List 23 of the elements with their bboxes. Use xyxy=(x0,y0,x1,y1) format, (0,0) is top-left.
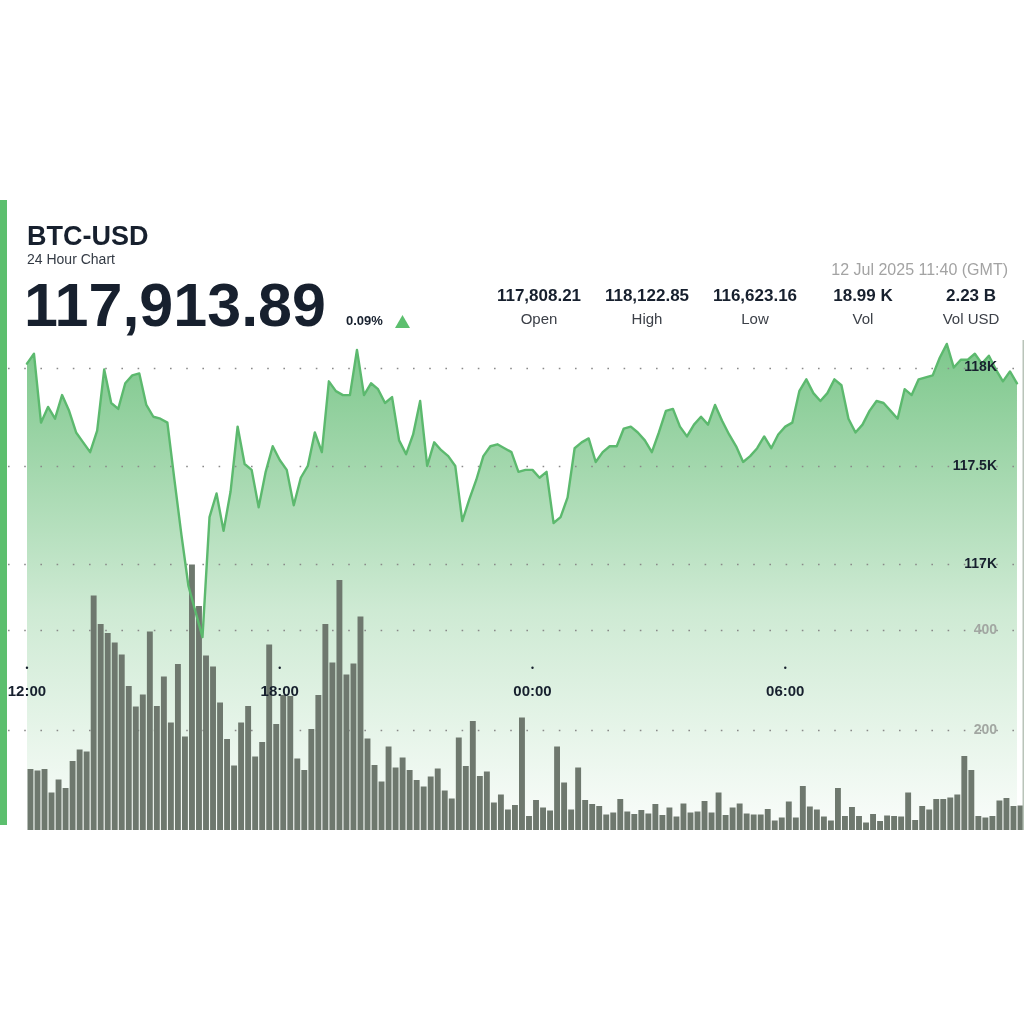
text: 118,122.85 xyxy=(604,286,690,306)
text: Low xyxy=(741,310,769,328)
text: 117,808.21 xyxy=(496,286,582,306)
text: Open xyxy=(520,310,558,328)
y2-tick-label: 400 xyxy=(973,620,998,637)
y-tick-label: 117K xyxy=(964,555,997,572)
text: 116,623.16 xyxy=(712,286,798,306)
chart-subtitle: 24 Hour Chart xyxy=(27,251,115,268)
text: 117,913.89 xyxy=(24,270,326,340)
x-tick-label: 00:00 xyxy=(513,681,552,699)
x-tick-label: 12:00 xyxy=(7,681,47,699)
text: 0.09% xyxy=(346,313,383,329)
text: 18.99 K xyxy=(833,286,893,306)
text: Vol xyxy=(852,310,874,328)
chart-title: BTC-USD xyxy=(27,221,149,253)
text: Vol USD xyxy=(942,310,1000,328)
y-tick-label: 117.5K xyxy=(952,456,997,473)
text: 12 Jul 2025 11:40 (GMT) xyxy=(831,261,1008,280)
y2-tick-label: 200 xyxy=(973,720,998,737)
text: 2.23 B xyxy=(945,286,997,306)
y-tick-label: 118K xyxy=(964,358,997,375)
text: High xyxy=(631,310,663,328)
x-tick-label: 06:00 xyxy=(766,681,805,699)
